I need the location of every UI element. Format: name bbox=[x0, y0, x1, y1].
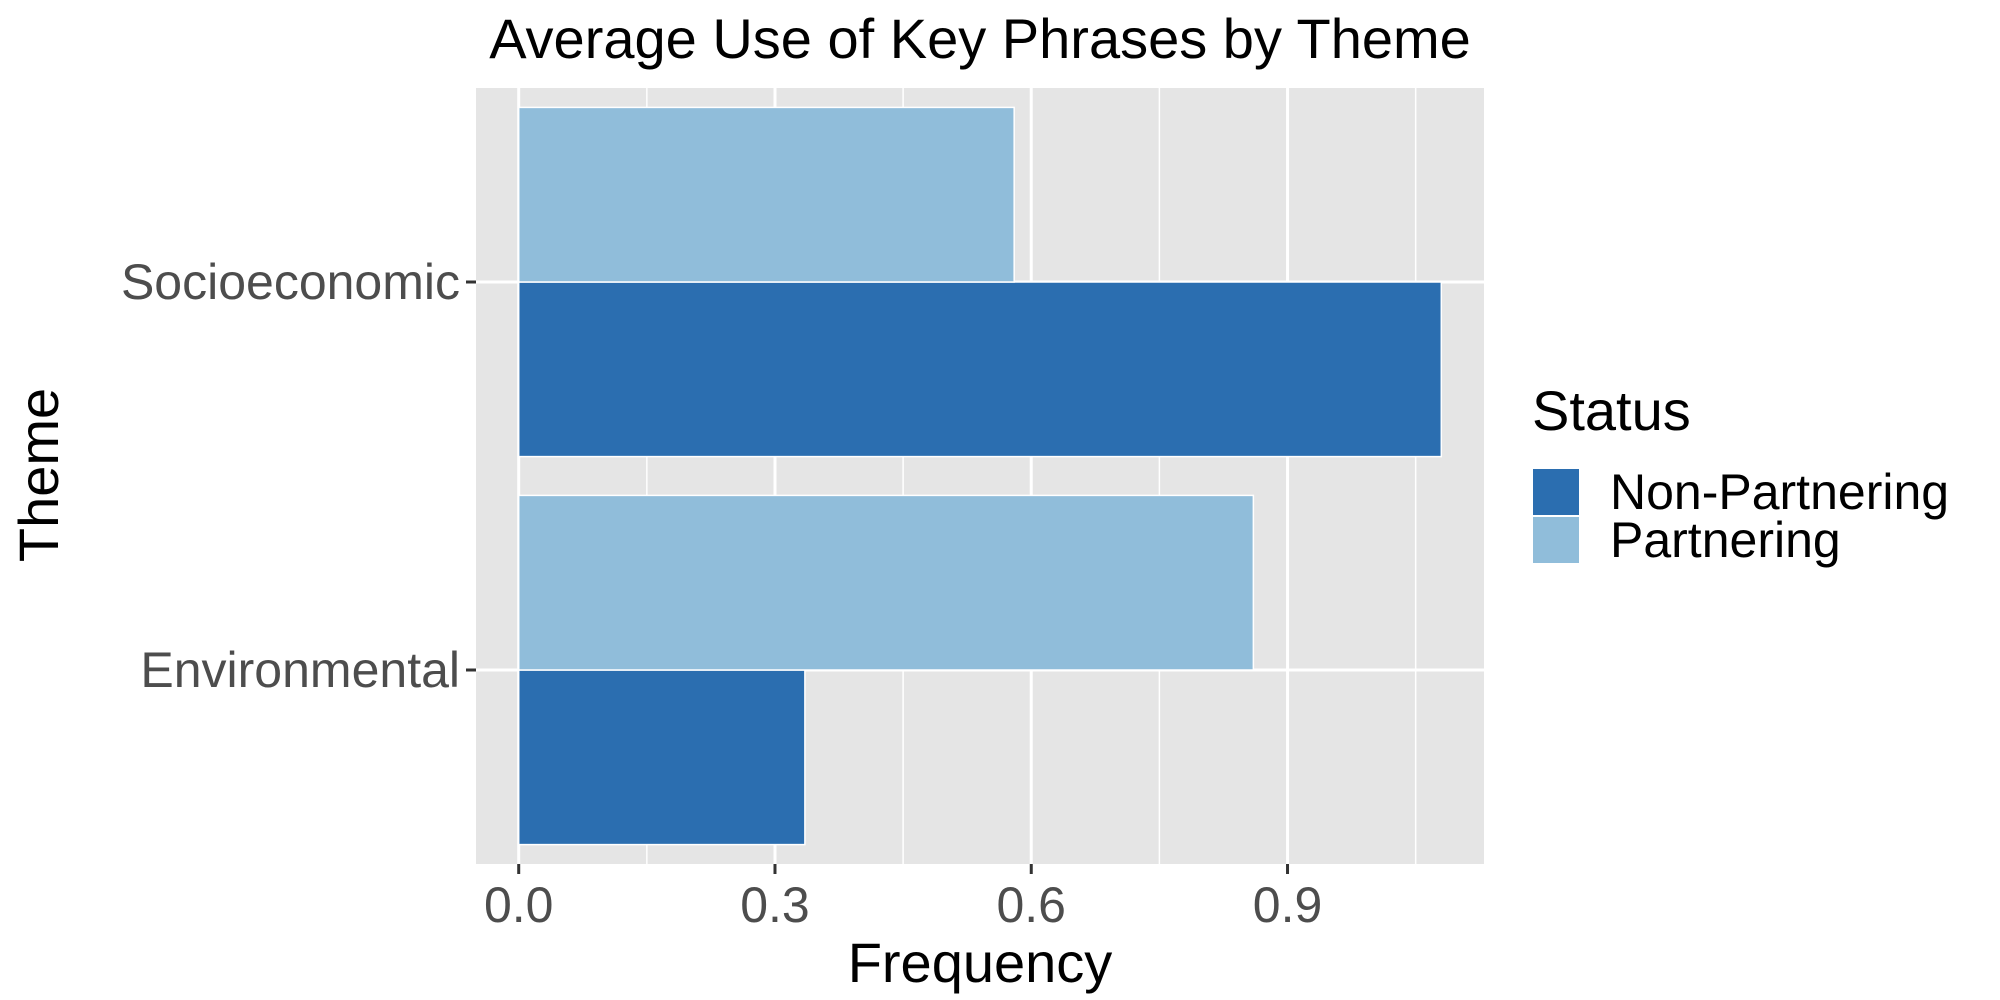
legend-title: Status bbox=[1532, 379, 1691, 442]
x-tick-label: 0.9 bbox=[1253, 877, 1323, 933]
plot-panel bbox=[476, 88, 1484, 864]
legend-key-partnering bbox=[1531, 515, 1581, 565]
chart-title: Average Use of Key Phrases by Theme bbox=[489, 7, 1471, 70]
bar-non-partnering-environmental bbox=[517, 669, 806, 846]
bar-non-partnering-socioeconomic bbox=[517, 281, 1443, 458]
x-axis-title: Frequency bbox=[848, 931, 1113, 994]
x-tick-label: 0.6 bbox=[996, 877, 1066, 933]
bar-partnering-socioeconomic bbox=[517, 106, 1015, 283]
x-tick-label: 0.3 bbox=[740, 877, 810, 933]
legend-label: Non-Partnering bbox=[1610, 464, 1949, 520]
y-axis-title: Theme bbox=[7, 388, 70, 562]
y-tick-label: Socioeconomic bbox=[121, 254, 460, 310]
legend-key-non-partnering bbox=[1531, 467, 1581, 517]
x-tick-label: 0.0 bbox=[484, 877, 554, 933]
y-tick-label: Environmental bbox=[140, 642, 460, 698]
legend-label: Partnering bbox=[1610, 512, 1841, 568]
bar-partnering-environmental bbox=[517, 494, 1255, 671]
